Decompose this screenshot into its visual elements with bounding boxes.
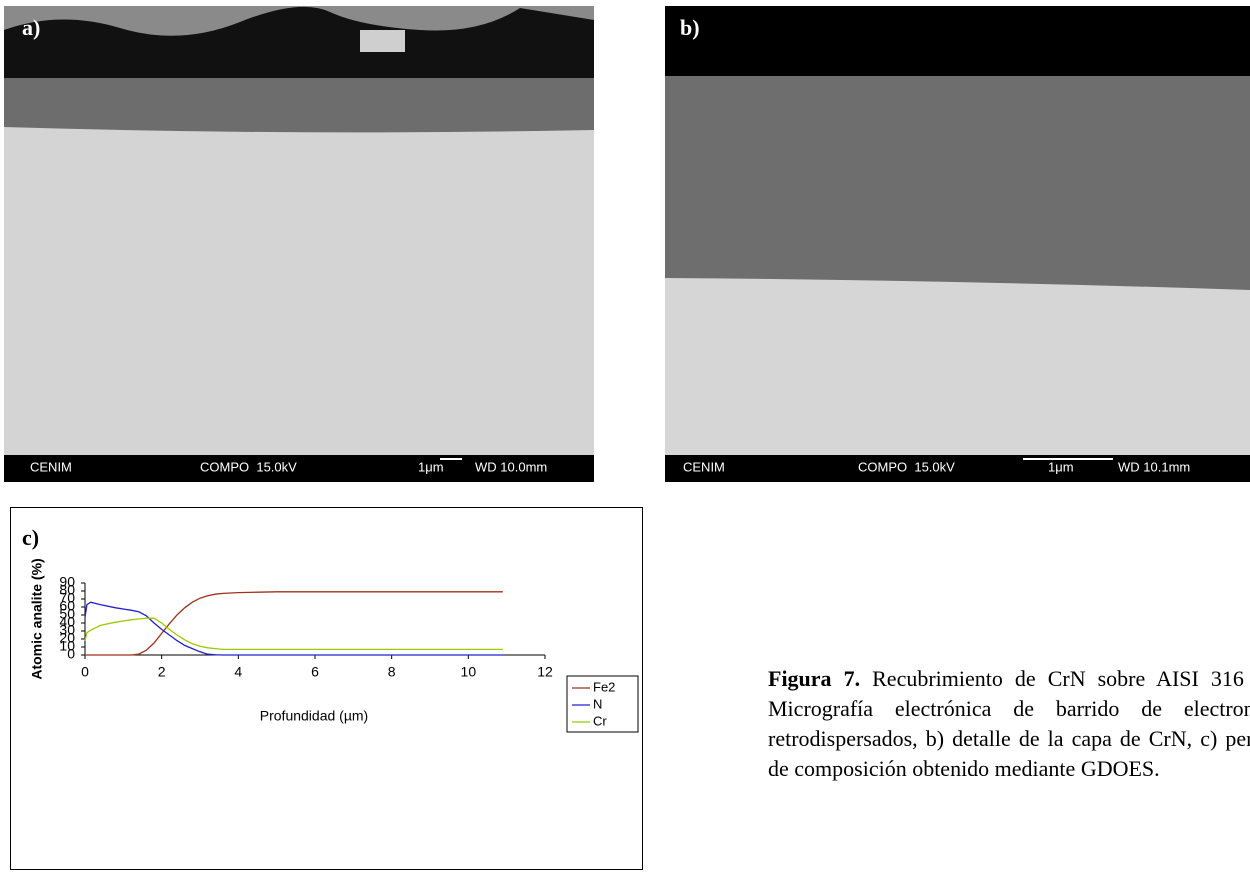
data-line [85,591,503,656]
x-tick-label: 2 [158,664,166,680]
y-axis-label: Atomic analite (%) [29,558,45,679]
y-tick-label: 0 [67,646,75,662]
x-tick-label: 8 [388,664,396,680]
footer-mode: COMPO 15.0kV [200,459,297,474]
footer-scale: 1μm [1048,459,1074,474]
footer-mode: COMPO 15.0kV [858,459,955,474]
x-tick-label: 4 [234,664,242,680]
data-line [84,617,503,651]
footer-lab: CENIM [683,459,725,474]
legend-label: N [593,696,602,711]
y-tick-label: 70 [59,590,75,606]
x-tick-label: 12 [537,664,553,680]
y-tick-label: 20 [59,630,75,646]
y-tick-label: 10 [59,638,75,654]
x-tick-label: 0 [81,664,89,680]
data-line [84,601,503,656]
legend-label: Fe2 [593,679,615,694]
legend-box [566,675,639,733]
x-tick-label: 10 [461,664,477,680]
y-tick-label: 40 [59,614,75,630]
footer-wd: WD 10.0mm [475,459,547,474]
panel-label: c) [22,525,39,550]
y-tick-label: 80 [59,582,75,598]
panel-label: b) [680,15,700,40]
y-tick-label: 60 [59,598,75,614]
panel-a: a) CENIM COMPO 15.0kV 1μm WD 10.0mm [4,6,594,482]
footer-scale: 1μm [418,459,444,474]
y-tick-label: 50 [59,606,75,622]
chart: c) Profundidad (µm) Atomic analite (%) 0… [10,507,643,870]
caption: Figura 7. Recubrimiento de CrN sobre AIS… [768,664,1250,784]
micrographs: a) CENIM COMPO 15.0kV 1μm WD 10.0mm b) C… [4,6,1250,482]
chart-frame [10,507,643,870]
x-tick-label: 6 [311,664,319,680]
footer-lab: CENIM [30,459,72,474]
footer-wd: WD 10.1mm [1118,459,1190,474]
panel-label: a) [22,15,40,40]
caption-text: Recubrimiento de CrN sobre AISI 316 a) M… [768,666,1250,781]
legend-label: Cr [593,713,607,728]
y-tick-label: 90 [59,574,75,590]
x-axis-label: Profundidad (µm) [260,708,368,724]
panel-b: b) CENIM COMPO 15.0kV 1μm WD 10.1mm [665,6,1250,482]
y-tick-label: 30 [59,622,75,638]
caption-title: Figura 7. [768,666,861,691]
